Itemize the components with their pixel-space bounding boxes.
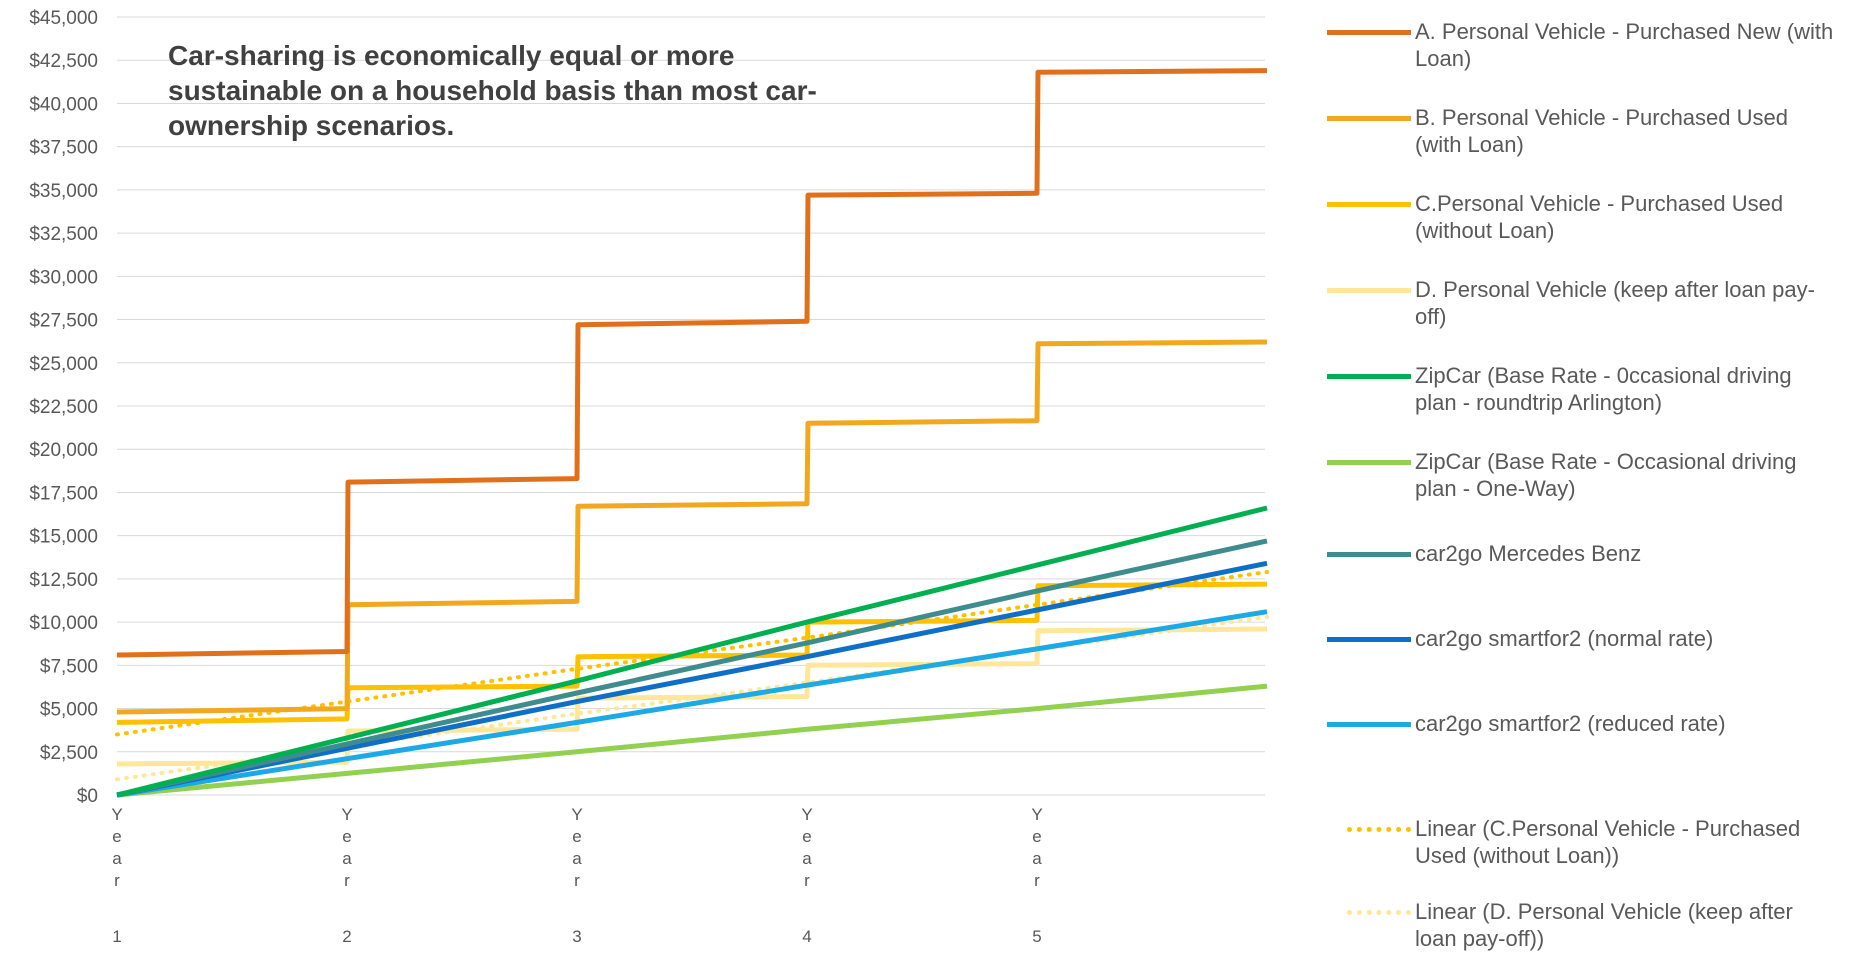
y-axis-ticks: $0 $2,500 $5,000 $7,500 $10,000 $12,500 $15,00…	[29, 8, 98, 807]
legend-label: car2go Mercedes Benz	[1415, 541, 1642, 566]
y-tick-label: $20,000	[29, 440, 98, 461]
y-tick-label: $17,500	[29, 483, 98, 504]
legend-label: Linear (D. Personal Vehicle (keep after …	[1415, 899, 1793, 951]
y-tick-label: $27,500	[29, 311, 98, 332]
chart-legend: A. Personal Vehicle - Purchased New (wit…	[1323, 0, 1851, 965]
legend-swatch	[1327, 288, 1411, 293]
y-tick-label: $45,000	[29, 8, 98, 29]
legend-label: B. Personal Vehicle - Purchased Used (wi…	[1415, 105, 1788, 157]
legend-swatch	[1327, 30, 1411, 35]
legend-label: car2go smartfor2 (reduced rate)	[1415, 711, 1726, 736]
series-line	[116, 339, 1268, 715]
series-line	[116, 683, 1268, 798]
legend-swatch	[1327, 552, 1411, 557]
y-tick-label: $40,000	[29, 94, 98, 115]
y-tick-label: $42,500	[29, 51, 98, 72]
y-tick-label: $32,500	[29, 224, 98, 245]
legend-swatch	[1347, 827, 1411, 832]
series-line	[116, 68, 1268, 658]
y-tick-label: $5,000	[40, 700, 98, 721]
series-line	[116, 560, 1268, 798]
y-tick-label: $10,000	[29, 613, 98, 634]
legend-label: ZipCar (Base Rate - Occasional driving p…	[1415, 449, 1797, 501]
series-line	[116, 538, 1268, 798]
y-tick-label: $7,500	[40, 656, 98, 677]
legend-label: D. Personal Vehicle (keep after loan pay…	[1415, 277, 1815, 329]
legend-swatch	[1327, 374, 1411, 379]
legend-label: C.Personal Vehicle - Purchased Used (wit…	[1415, 191, 1784, 243]
y-tick-label: $2,500	[40, 743, 98, 764]
chart-annotation: Car-sharing is economically equal or mor…	[168, 40, 817, 141]
y-tick-label: $12,500	[29, 570, 98, 591]
legend-swatch	[1327, 722, 1411, 727]
legend-swatch	[1327, 116, 1411, 121]
y-tick-label: $37,500	[29, 138, 98, 159]
y-tick-label: $22,500	[29, 397, 98, 418]
legend-label: car2go smartfor2 (normal rate)	[1415, 626, 1714, 651]
legend-swatch	[1327, 637, 1411, 642]
y-tick-label: $15,000	[29, 527, 98, 548]
legend-label: ZipCar (Base Rate - 0ccasional driving p…	[1415, 363, 1792, 415]
y-tick-label: $0	[77, 786, 98, 807]
legend-label: A. Personal Vehicle - Purchased New (wit…	[1415, 19, 1834, 71]
y-tick-label: $25,000	[29, 354, 98, 375]
legend-swatch	[1347, 910, 1411, 915]
legend-swatch	[1327, 460, 1411, 465]
series-line	[116, 609, 1268, 798]
y-tick-label: $35,000	[29, 181, 98, 202]
gridlines	[117, 16, 1265, 796]
series-lines	[115, 68, 1269, 798]
y-tick-label: $30,000	[29, 267, 98, 288]
series-line	[116, 505, 1268, 798]
legend-label: Linear (C.Personal Vehicle - Purchased U…	[1415, 816, 1801, 868]
legend-swatch	[1327, 202, 1411, 207]
